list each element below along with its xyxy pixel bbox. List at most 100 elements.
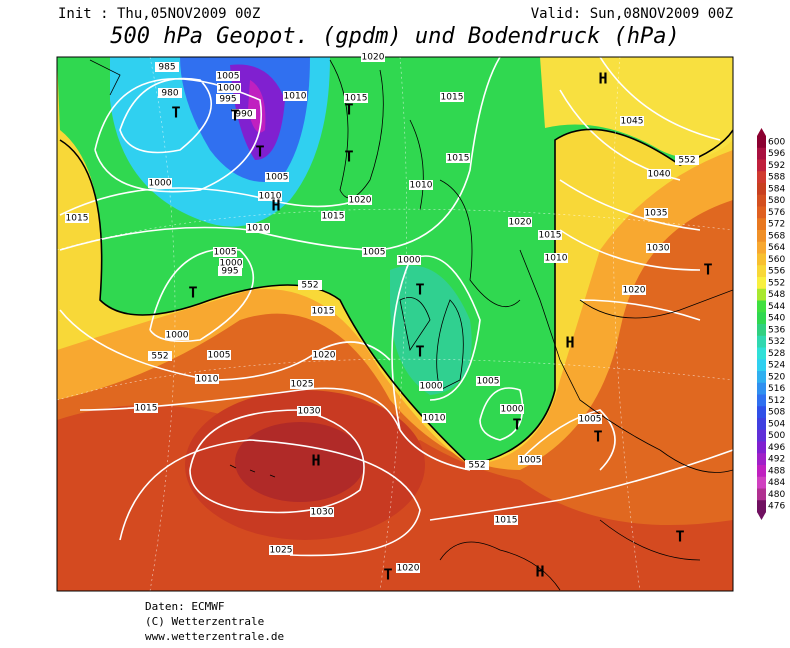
scale-swatch	[757, 288, 766, 301]
scale-swatch	[757, 382, 766, 395]
scale-swatch	[757, 171, 766, 184]
label-box	[283, 91, 307, 101]
scale-label: 588	[768, 173, 785, 183]
pressure-center: T	[344, 148, 353, 166]
scale-swatch	[757, 300, 766, 313]
scale-label: 564	[768, 243, 785, 253]
isobar-label: 990	[235, 110, 252, 120]
scale-swatch	[757, 347, 766, 360]
scale-label: 512	[768, 396, 785, 406]
isobar-label: 985	[158, 63, 175, 73]
pressure-center: T	[512, 416, 521, 434]
scale-swatch	[757, 418, 766, 431]
isobar-label: 1020	[509, 218, 532, 228]
scale-label: 504	[768, 419, 785, 429]
scale-swatch	[757, 253, 766, 266]
label-box	[158, 88, 182, 98]
scale-swatch	[757, 429, 766, 442]
scale-label: 520	[768, 372, 785, 382]
label-box	[207, 350, 231, 360]
scale-swatch	[757, 406, 766, 419]
isobar-label: 1005	[217, 72, 240, 82]
isobar-label: 1000	[501, 405, 524, 415]
scale-label: 580	[768, 196, 785, 206]
isobar-label: 1015	[66, 214, 89, 224]
label-box	[544, 253, 568, 263]
isobar-label: 1010	[545, 254, 568, 264]
label-box	[344, 93, 368, 103]
valid-time: Valid: Sun,08NOV2009 00Z	[531, 6, 733, 22]
scale-label: 560	[768, 255, 785, 265]
scale-swatch	[757, 371, 766, 384]
scale-label: 488	[768, 466, 785, 476]
scale-swatch	[757, 218, 766, 231]
label-box	[297, 406, 321, 416]
isobar-label: 1005	[208, 351, 231, 361]
scale-swatch	[757, 441, 766, 454]
label-box	[258, 191, 282, 201]
label-box	[218, 266, 242, 276]
label-box	[397, 255, 421, 265]
label-box	[348, 195, 372, 205]
scale-swatch	[757, 500, 766, 513]
label-box	[269, 545, 293, 555]
scale-swatch	[757, 476, 766, 489]
isobar-label: 1000	[149, 179, 172, 189]
color-scale: 6005965925885845805765725685645605565525…	[757, 128, 785, 520]
pressure-center: T	[593, 428, 602, 446]
scale-label: 492	[768, 455, 785, 465]
isobar-label: 1045	[621, 117, 644, 127]
label-box	[265, 172, 289, 182]
scale-swatch	[757, 488, 766, 501]
pressure-center: T	[415, 281, 424, 299]
isobar-label: 1015	[539, 231, 562, 241]
pressure-center: T	[255, 143, 264, 161]
credit-line: (C) Wetterzentrale	[145, 615, 264, 628]
scale-label: 592	[768, 161, 785, 171]
scale-swatch	[757, 335, 766, 348]
label-box	[361, 52, 385, 62]
isobar-label: 1010	[410, 181, 433, 191]
label-box	[155, 62, 179, 72]
pressure-center: T	[415, 343, 424, 361]
scale-swatch	[757, 147, 766, 160]
isobar-label: 1020	[313, 351, 336, 361]
isobar-label: 1015	[495, 516, 518, 526]
pressure-center: H	[598, 70, 607, 88]
isobar-label: 1005	[266, 173, 289, 183]
isobar-label: 1005	[579, 415, 602, 425]
scale-swatch	[757, 136, 766, 149]
scale-swatch	[757, 183, 766, 196]
pressure-center: T	[188, 284, 197, 302]
scale-swatch	[757, 394, 766, 407]
isobar-label: 1000	[398, 256, 421, 266]
pressure-center: T	[344, 101, 353, 119]
isobar-label: 995	[221, 267, 238, 277]
label-box	[213, 247, 237, 257]
credit-line: www.wetterzentrale.de	[145, 630, 284, 643]
scale-swatch	[757, 265, 766, 278]
credits: Daten: ECMWF (C) Wetterzentrale www.wett…	[145, 600, 284, 643]
label-box	[148, 351, 172, 361]
isobar-label: 1000	[420, 382, 443, 392]
isobar-label: 1015	[312, 307, 335, 317]
label-box	[646, 243, 670, 253]
label-box	[494, 515, 518, 525]
label-box	[675, 155, 699, 165]
scale-label: 516	[768, 384, 785, 394]
label-box	[65, 213, 89, 223]
isobar-label: 1010	[284, 92, 307, 102]
label-box	[440, 92, 464, 102]
isobar-label: 1035	[645, 209, 668, 219]
label-box	[298, 280, 322, 290]
label-box	[310, 507, 334, 517]
isobar-label: 1010	[423, 414, 446, 424]
scale-label: 576	[768, 208, 785, 218]
label-box	[148, 178, 172, 188]
scale-swatch	[757, 312, 766, 325]
isobar-label: 1030	[647, 244, 670, 254]
scale-label: 540	[768, 314, 785, 324]
pressure-center: T	[383, 566, 392, 584]
scale-label: 484	[768, 478, 785, 488]
